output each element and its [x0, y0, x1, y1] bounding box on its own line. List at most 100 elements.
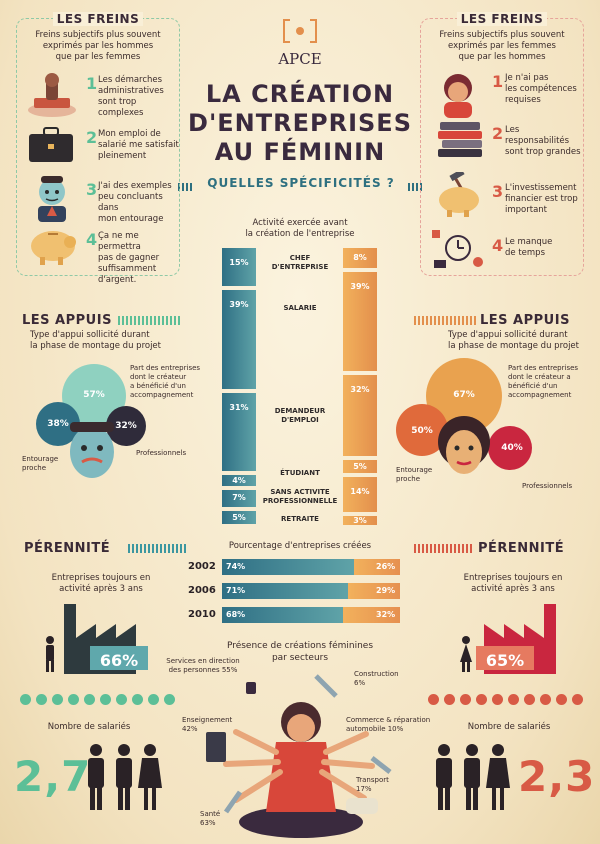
- appuis-men-right-value: 32%: [115, 421, 137, 431]
- freins-women-num-3: 3: [492, 182, 504, 201]
- activity-bar-men: [222, 489, 256, 508]
- appuis-men-intro: Type d'appui sollicité durant la phase d…: [30, 330, 200, 352]
- activity-category-label: SANS ACTIVITE PROFESSIONNELLE: [258, 488, 342, 506]
- decorative-dot: [540, 694, 551, 705]
- activity-men-value: 39%: [229, 300, 249, 310]
- appuis-women-right-bubble: [488, 426, 532, 470]
- decorative-dot: [460, 694, 471, 705]
- employees-women-value: 2,3: [518, 752, 596, 801]
- companies-women-value: 32%: [376, 610, 396, 619]
- appuis-women-left-value: 50%: [411, 426, 433, 436]
- activity-category-label: ÉTUDIANT: [258, 469, 342, 478]
- appuis-women-right-label: Professionnels: [522, 482, 573, 490]
- appuis-men-left-label: Entourage proche: [22, 455, 72, 473]
- companies-men-value: 74%: [226, 562, 246, 571]
- activity-bar-women: [343, 272, 377, 372]
- title-line-1: LA CRÉATION: [205, 80, 395, 108]
- briefcase-icon: [29, 127, 73, 162]
- activity-bar-men: [222, 290, 256, 389]
- sector-sante-line-2: 63%: [200, 819, 216, 827]
- freins-women-2-line-1: Les responsabilités: [505, 125, 570, 146]
- perennite-men-title: PÉRENNITÉ: [24, 541, 111, 556]
- companies-bar-women: [343, 607, 400, 623]
- activity-men-value: 5%: [232, 512, 246, 522]
- appuis-men-left-value: 38%: [47, 419, 69, 429]
- book-icon: [206, 732, 226, 762]
- activity-category-label-line: SANS ACTIVITE: [270, 487, 330, 496]
- activity-women-value: 8%: [353, 253, 367, 263]
- perennite-men-text-2: activité après 3 ans: [59, 584, 143, 594]
- clock-and-items-icon: [432, 230, 483, 268]
- appuis-men-intro-2: la phase de montage du projet: [30, 341, 161, 351]
- appuis-women-big-label: Part des entreprises dont le créateur a …: [508, 364, 588, 400]
- companies-bar-men: [222, 583, 349, 599]
- sector-transport: Transport 17%: [356, 776, 416, 794]
- decorative-dot: [20, 694, 31, 705]
- freins-women-4-line-1: Le manque: [505, 237, 553, 247]
- car-icon: [346, 798, 378, 814]
- freins-women-text-4: Le manque de temps: [505, 237, 583, 259]
- companies-bar-men: [222, 607, 344, 623]
- freins-women-title: LES FREINS: [420, 12, 584, 26]
- appuis-women-bubbles: [396, 358, 532, 474]
- appuis-women-intro-1: Type d'appui sollicité durant: [448, 330, 568, 340]
- companies-women-value: 29%: [376, 586, 396, 595]
- wrench-icon: [370, 756, 392, 774]
- freins-men-title: LES FREINS: [16, 12, 180, 26]
- activity-bar-men: [222, 248, 256, 287]
- activity-men-value: 31%: [229, 402, 249, 412]
- appuis-men-left-bubble: [36, 402, 80, 446]
- factory-women-icon: [460, 604, 556, 674]
- activity-bar-women: [343, 476, 377, 513]
- freins-women-num-2: 2: [492, 124, 504, 143]
- appuis-men-right-bubble: [106, 406, 146, 446]
- activity-women-value: 32%: [350, 385, 370, 395]
- appuis-men-left-label-2: proche: [22, 464, 47, 472]
- freins-men-4-line-1: Ça ne me permettra: [98, 231, 141, 252]
- decorative-dot: [572, 694, 583, 705]
- sector-enseignement-line-1: Enseignement: [182, 716, 233, 724]
- decorative-dot: [100, 694, 111, 705]
- decorative-dot: [148, 694, 159, 705]
- freins-men-3-line-2: peu concluants dans: [98, 192, 163, 213]
- appuis-men-big-label-3: a bénéficié d'un: [130, 382, 186, 390]
- activity-bar-women: [343, 460, 377, 473]
- freins-men-intro-3: que par les femmes: [55, 52, 141, 62]
- year-label: 2006: [188, 585, 216, 596]
- freins-men-num-2: 2: [86, 128, 98, 147]
- decorative-dot: [556, 694, 567, 705]
- freins-men-1-line-1: Les démarches: [98, 75, 163, 85]
- freins-men-num-4: 4: [86, 230, 98, 249]
- subtitle-stripe-left: [178, 183, 194, 191]
- activity-category-label-line: CHEF: [289, 253, 311, 262]
- freins-women-1-line-3: requises: [505, 95, 541, 105]
- freins-women-title-text: LES FREINS: [456, 12, 548, 26]
- sectors-title-line-2: par secteurs: [271, 653, 329, 663]
- sector-transport-line-1: Transport: [356, 776, 389, 784]
- perennite-men-text-1: Entreprises toujours en: [51, 573, 151, 583]
- freins-women-intro-2: exprimés par les femmes: [448, 41, 556, 51]
- appuis-women-big-label-1: Part des entreprises: [508, 364, 579, 372]
- appuis-men-intro-1: Type d'appui sollicité durant: [30, 330, 150, 340]
- perennite-women-title: PÉRENNITÉ: [478, 541, 565, 556]
- activity-bar-men: [222, 392, 256, 472]
- stamp-icon: [28, 73, 76, 117]
- sector-services-line-1: Services en direction: [166, 657, 240, 665]
- sector-sante: Santé 63%: [200, 810, 240, 828]
- sectors-title-line-1: Présence de créations féminines: [226, 641, 374, 651]
- decorative-dot: [524, 694, 535, 705]
- freins-men-text-3: J'ai des exemples peu concluants dans mo…: [98, 181, 180, 225]
- main-title: LA CRÉATION D'ENTREPRISES AU FÉMININ: [170, 80, 430, 167]
- freins-women-3-line-2: financier est trop: [505, 194, 578, 204]
- perennite-women-stripe: [414, 544, 474, 553]
- activity-bar-men: [222, 511, 256, 524]
- appuis-men-big-label-2: dont le créateur: [130, 373, 187, 381]
- activity-women-value: 3%: [353, 515, 367, 525]
- trowel-icon: [314, 674, 338, 698]
- perennite-men-text: Entreprises toujours en activité après 3…: [36, 573, 166, 595]
- stack-of-books-icon: [438, 122, 482, 157]
- appuis-men-big-label: Part des entreprises dont le créateur a …: [130, 364, 210, 400]
- appuis-women-big-label-3: bénéficié d'un: [508, 382, 558, 390]
- activity-category-label-line: D'ENTREPRISE: [271, 262, 329, 271]
- appuis-men-big-label-1: Part des entreprises: [130, 364, 201, 372]
